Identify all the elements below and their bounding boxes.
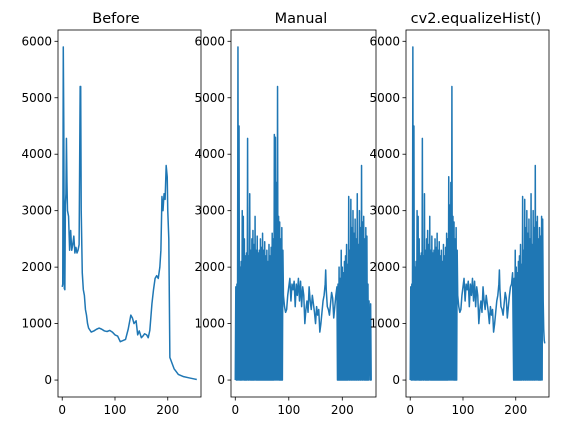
y-tick-label: 2000	[194, 260, 225, 274]
x-tick-label: 0	[58, 403, 66, 417]
y-tick-label: 0	[44, 373, 52, 387]
y-tick-label: 4000	[21, 147, 52, 161]
series-line	[234, 46, 372, 381]
x-tick-label: 200	[331, 403, 354, 417]
subplot-manual: Manual 0 1000 2000 3000 4000 5000 6000 0 100 200	[194, 11, 377, 417]
y-tick-label: 1000	[21, 317, 52, 331]
y-tick-label: 1000	[369, 317, 400, 331]
y-tick-label: 3000	[194, 204, 225, 218]
x-tick-label: 200	[504, 403, 527, 417]
y-tick-label: 5000	[369, 91, 400, 105]
subplot-before: Before 0 1000 2000 3000 4000 5000 6000 0 100 200	[21, 11, 202, 417]
axes-frame	[405, 29, 550, 398]
y-tick-label: 3000	[369, 204, 400, 218]
x-tick-label: 0	[406, 403, 414, 417]
x-tick-label: 100	[452, 403, 475, 417]
y-tick-label: 5000	[194, 91, 225, 105]
y-tick-label: 0	[392, 373, 400, 387]
y-tick-label: 4000	[194, 147, 225, 161]
x-tick-label: 200	[156, 403, 179, 417]
plot-area: 0 1000 2000 3000 4000 5000 6000 0 100 200	[194, 29, 377, 417]
y-tick-label: 4000	[369, 147, 400, 161]
y-tick-label: 6000	[21, 34, 52, 48]
chart-title: Manual	[275, 11, 328, 27]
y-tick-label: 2000	[21, 260, 52, 274]
y-tick-label: 2000	[369, 260, 400, 274]
y-tick-label: 5000	[21, 91, 52, 105]
axes-frame	[57, 29, 202, 398]
x-tick-label: 100	[104, 403, 127, 417]
y-tick-label: 1000	[194, 317, 225, 331]
axes-frame	[230, 29, 377, 398]
chart-title: Before	[92, 11, 139, 27]
subplot-equalizehist: cv2.equalizeHist() 010002000300040005000…	[369, 11, 550, 417]
series-line	[61, 46, 197, 381]
plot-area: 0 1000 2000 3000 4000 5000 6000 0 100 200	[369, 29, 550, 417]
chart-title: cv2.equalizeHist()	[411, 11, 542, 27]
series-line	[409, 46, 546, 381]
x-tick-label: 0	[231, 403, 239, 417]
y-tick-label: 0	[217, 373, 225, 387]
plot-area: 0 1000 2000 3000 4000 5000 6000 0 100 200	[21, 29, 202, 417]
y-tick-label: 3000	[21, 204, 52, 218]
x-tick-label: 100	[277, 403, 300, 417]
y-tick-label: 6000	[369, 34, 400, 48]
y-tick-label: 6000	[194, 34, 225, 48]
